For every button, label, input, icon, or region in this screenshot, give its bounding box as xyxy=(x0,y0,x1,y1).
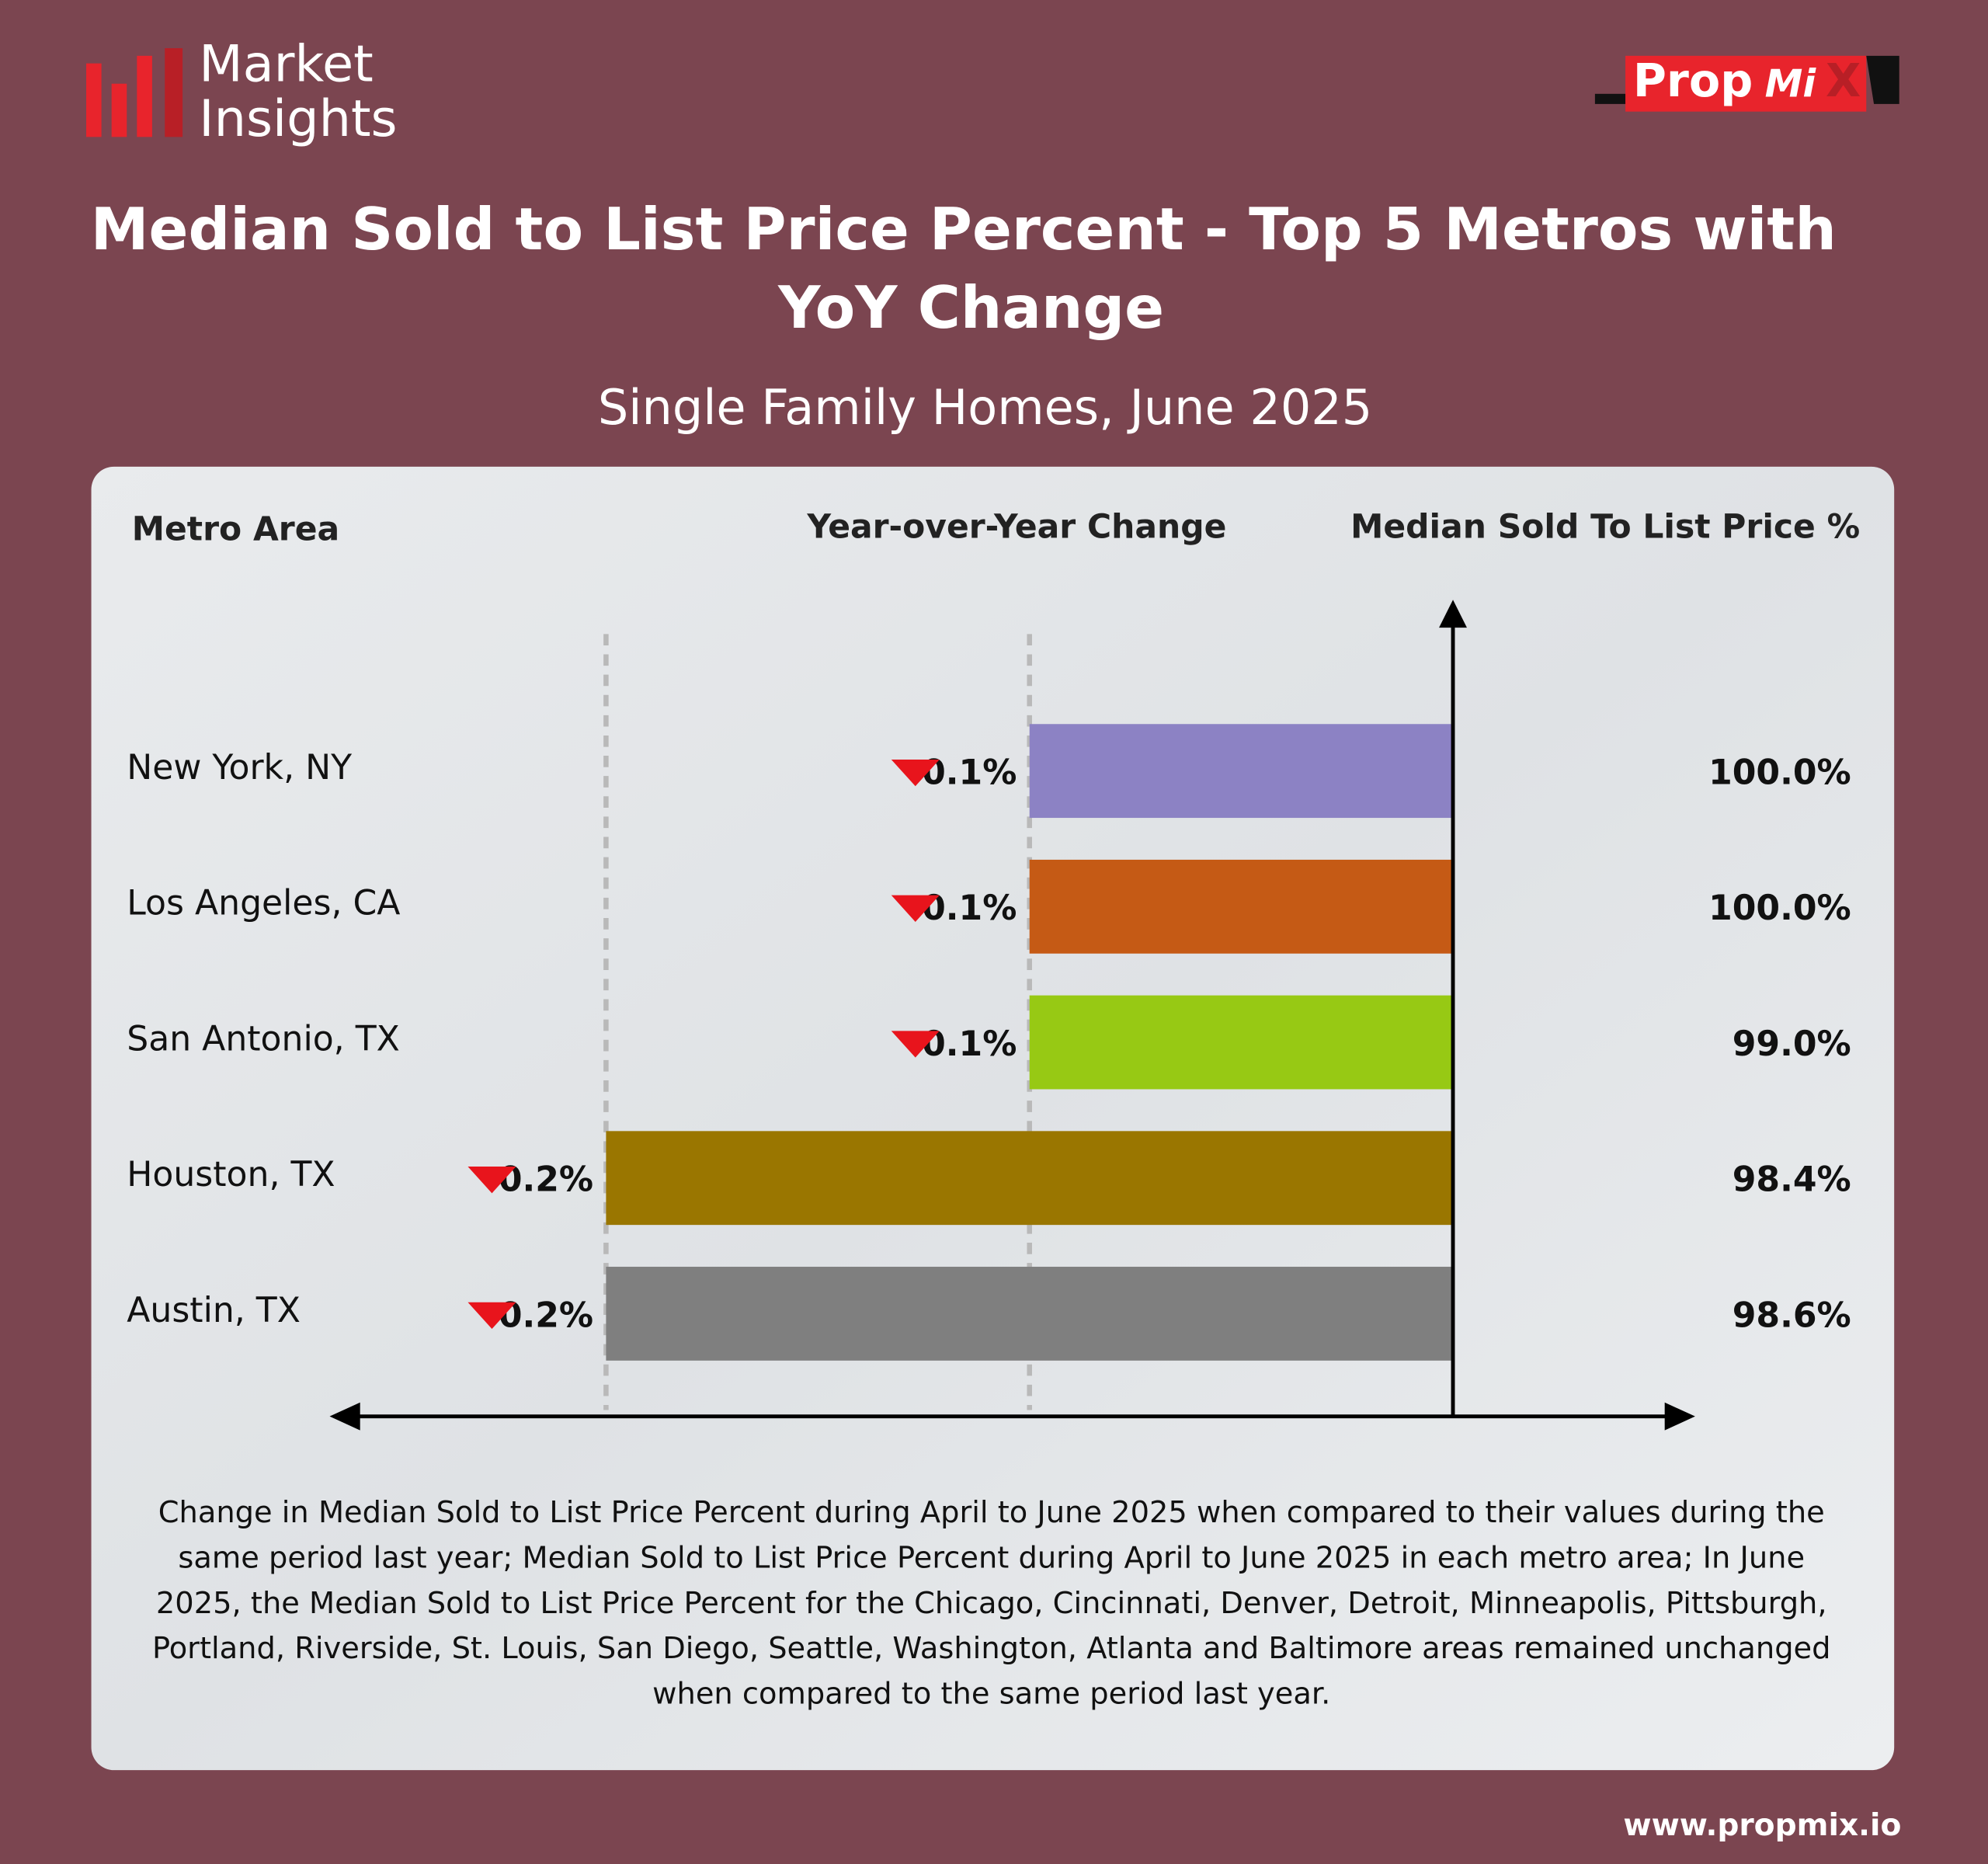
median-label: 98.6% xyxy=(1733,1295,1851,1335)
axis-arrow xyxy=(1439,600,1467,628)
median-label: 99.0% xyxy=(1733,1024,1851,1064)
median-label: 98.4% xyxy=(1733,1160,1851,1200)
partner-text: X xyxy=(1826,54,1861,107)
logo-text: Insights xyxy=(199,89,397,148)
footnote: same period last year; Median Sold to Li… xyxy=(178,1540,1805,1575)
bar xyxy=(606,1131,1454,1226)
column-header: Metro Area xyxy=(132,511,339,549)
chart-subtitle: Single Family Homes, June 2025 xyxy=(598,379,1372,436)
logo-text: Market xyxy=(199,35,373,94)
down-arrow xyxy=(467,1302,516,1330)
footnote: Portland, Riverside, St. Louis, San Dieg… xyxy=(152,1631,1831,1666)
value-label: 0.1% xyxy=(922,753,1017,793)
down-arrow xyxy=(467,1167,516,1194)
median-label: 100.0% xyxy=(1708,753,1851,793)
website: www.propmix.io xyxy=(1623,1808,1901,1843)
axis-arrow xyxy=(1664,1402,1695,1431)
logo-icon xyxy=(86,48,183,137)
footnote: 2025, the Median Sold to List Price Perc… xyxy=(156,1586,1827,1621)
down-arrow xyxy=(891,895,940,922)
partner-logo: Prop Mi X xyxy=(1594,54,1899,112)
bar xyxy=(606,1267,1454,1361)
chart-title: YoY Change xyxy=(777,273,1164,342)
down-arrow xyxy=(891,759,940,787)
value-label: 0.2% xyxy=(499,1160,593,1200)
footnote: Change in Median Sold to List Price Perc… xyxy=(158,1495,1825,1530)
category-label: New York, NY xyxy=(127,748,353,788)
category-label: Los Angeles, CA xyxy=(127,884,400,923)
partner-text: Mi xyxy=(1765,62,1817,106)
value-label: 0.1% xyxy=(922,1024,1017,1064)
category-label: Austin, TX xyxy=(127,1291,301,1330)
bar xyxy=(1029,859,1454,954)
column-header: Median Sold To List Price % xyxy=(1350,508,1860,546)
down-arrow xyxy=(891,1031,940,1058)
bar xyxy=(1029,995,1454,1090)
category-label: San Antonio, TX xyxy=(127,1019,400,1059)
bar xyxy=(1029,724,1454,819)
axis-arrow xyxy=(329,1402,360,1431)
category-label: Houston, TX xyxy=(127,1155,335,1195)
chart-title: Median Sold to List Price Percent - Top … xyxy=(91,195,1837,263)
footnote: when compared to the same period last ye… xyxy=(652,1677,1330,1712)
column-header: Year-over-Year Change xyxy=(806,508,1226,546)
value-label: 0.2% xyxy=(499,1295,593,1335)
median-label: 100.0% xyxy=(1708,889,1851,928)
partner-text: Prop xyxy=(1633,54,1753,107)
value-label: 0.1% xyxy=(922,889,1017,928)
